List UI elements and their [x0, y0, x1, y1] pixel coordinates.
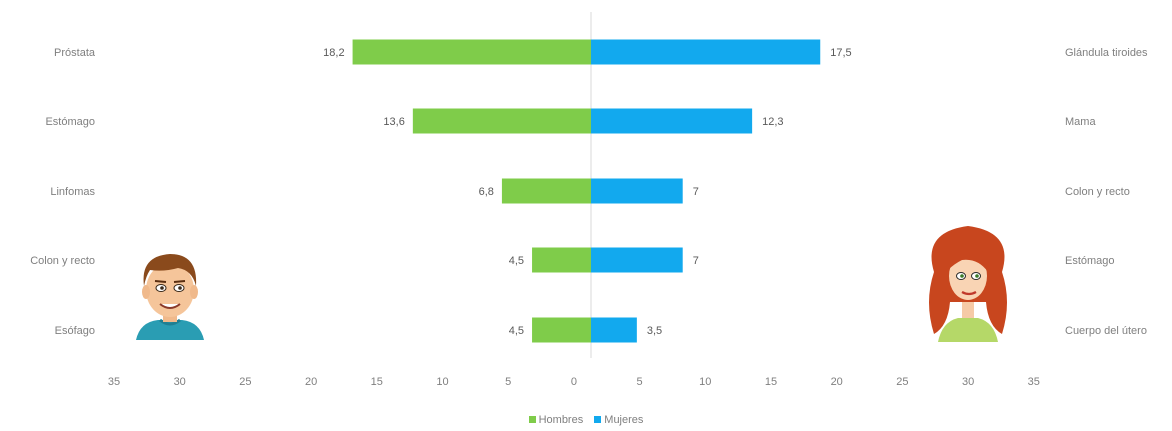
data-label-mujeres: 7: [693, 255, 699, 267]
legend-item-hombres: Hombres: [528, 414, 584, 426]
data-label-mujeres: 12,3: [762, 116, 783, 128]
legend-item-mujeres: Mujeres: [594, 414, 643, 426]
chart-legend: Hombres Mujeres: [0, 414, 1172, 426]
x-tick-label: 20: [831, 376, 843, 388]
x-tick-label: 35: [108, 376, 120, 388]
bar-hombres: [532, 247, 591, 273]
legend-swatch-hombres: [528, 416, 536, 423]
category-label-left: Estómago: [45, 116, 95, 128]
bar-hombres: [352, 39, 591, 65]
bar-hombres: [501, 178, 591, 204]
data-label-hombres: 13,6: [383, 116, 404, 128]
bar-mujeres: [591, 317, 637, 343]
x-tick-label: 10: [436, 376, 448, 388]
x-tick-label: 15: [371, 376, 383, 388]
category-label-left: Colon y recto: [30, 255, 95, 267]
category-label-right: Cuerpo del útero: [1065, 325, 1147, 337]
legend-swatch-mujeres: [594, 416, 602, 423]
legend-label-hombres: Hombres: [538, 414, 584, 426]
x-tick-label: 0: [571, 376, 577, 388]
bar-hombres: [532, 317, 591, 343]
category-label-left: Esófago: [55, 325, 95, 337]
x-tick-label: 15: [765, 376, 777, 388]
x-tick-label: 30: [962, 376, 974, 388]
category-label-right: Estómago: [1065, 255, 1115, 267]
woman-cartoon-icon: [929, 226, 1007, 342]
x-tick-label: 5: [637, 376, 643, 388]
bar-mujeres: [591, 108, 753, 134]
bar-mujeres: [591, 178, 683, 204]
legend-label-mujeres: Mujeres: [604, 414, 644, 426]
x-tick-label: 30: [174, 376, 186, 388]
data-label-hombres: 4,5: [509, 255, 524, 267]
x-tick-label: 20: [305, 376, 317, 388]
x-tick-label: 35: [1028, 376, 1040, 388]
category-label-right: Glándula tiroides: [1065, 47, 1148, 59]
x-tick-label: 10: [699, 376, 711, 388]
category-label-left: Próstata: [54, 47, 96, 59]
data-label-hombres: 18,2: [323, 47, 344, 59]
category-label-left: Linfomas: [50, 186, 95, 198]
data-label-hombres: 4,5: [509, 325, 524, 337]
data-label-hombres: 6,8: [479, 186, 494, 198]
data-label-mujeres: 17,5: [830, 47, 851, 59]
category-label-right: Mama: [1065, 116, 1096, 128]
data-label-mujeres: 7: [693, 186, 699, 198]
x-tick-label: 25: [239, 376, 251, 388]
man-cartoon-icon: [136, 254, 204, 340]
bar-hombres: [412, 108, 591, 134]
category-label-right: Colon y recto: [1065, 186, 1130, 198]
bar-mujeres: [591, 39, 821, 65]
x-tick-label: 25: [896, 376, 908, 388]
data-label-mujeres: 3,5: [647, 325, 662, 337]
bar-mujeres: [591, 247, 683, 273]
x-tick-label: 5: [505, 376, 511, 388]
